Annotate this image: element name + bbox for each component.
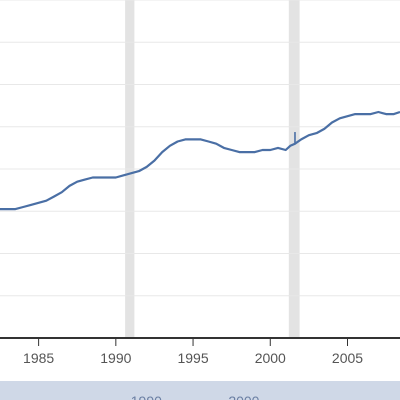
range-navigator[interactable]: 1990 2000 (0, 381, 400, 400)
navigator-labels: 1990 2000 (131, 393, 260, 400)
navigator-label: 1990 (131, 393, 162, 400)
x-tick-label: 1985 (23, 350, 54, 366)
series-lines (0, 110, 400, 211)
navigator-label: 2000 (228, 393, 259, 400)
x-tick-label: 1995 (177, 350, 208, 366)
x-axis-ticks: 1985 1990 1995 2000 2005 (23, 338, 363, 366)
series-line-0 (0, 110, 400, 211)
gridlines (0, 0, 400, 297)
x-tick-label: 1990 (100, 350, 131, 366)
x-tick-label: 2000 (255, 350, 286, 366)
x-tick-label: 2005 (332, 350, 363, 366)
navigator-selection[interactable] (0, 381, 400, 400)
